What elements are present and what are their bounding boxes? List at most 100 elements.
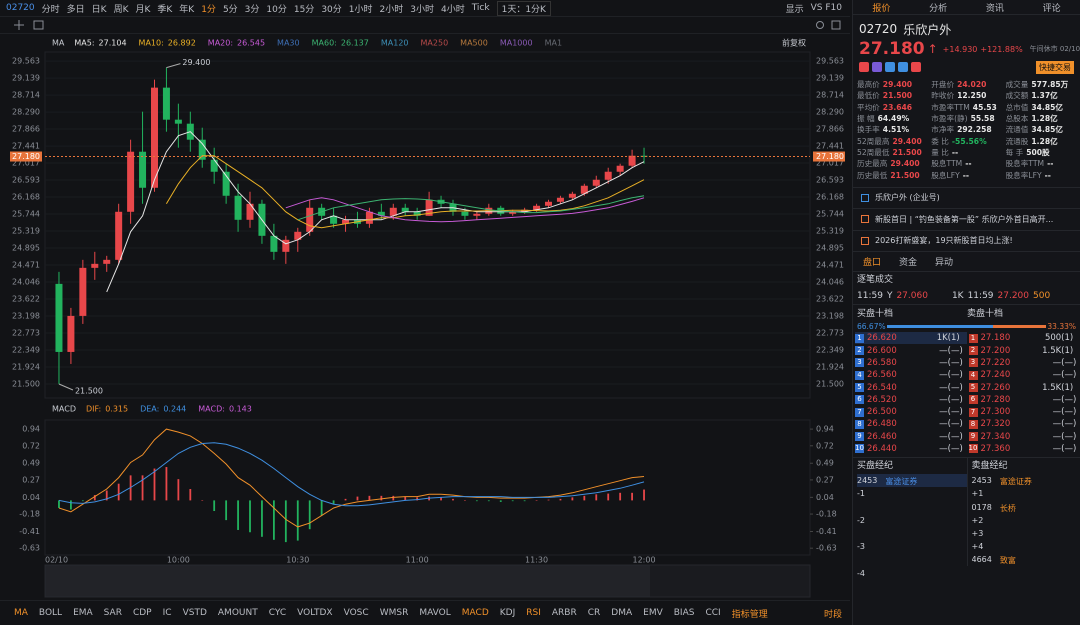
stat-label: 成交额: [1005, 91, 1029, 101]
period-select[interactable]: 1天：1分K: [496, 0, 551, 16]
candle-body: [616, 165, 624, 172]
period-tab[interactable]: 2小时: [379, 4, 404, 15]
y-tick-label-right: 29.563: [816, 57, 844, 66]
level-count: —): [1064, 370, 1077, 381]
indicator-tab[interactable]: ARBR: [551, 608, 577, 618]
indicator-tab[interactable]: BIAS: [673, 608, 695, 618]
indicator-manage[interactable]: 指标管理: [731, 609, 768, 620]
stat-cell: 昨收价 12.250: [931, 90, 1005, 101]
low-label: 21.500: [75, 386, 103, 395]
period-tab[interactable]: 月K: [135, 4, 151, 15]
stat-value: 64.49%: [877, 114, 910, 124]
expand-icon[interactable]: [831, 20, 841, 30]
indicator-tab[interactable]: SAR: [103, 608, 122, 618]
legend-name: MA30: [277, 39, 300, 48]
period-tab[interactable]: Tick: [471, 3, 490, 13]
indicator-tab[interactable]: WMSR: [379, 608, 409, 618]
indicator-tab[interactable]: CR: [587, 608, 601, 618]
period-tab[interactable]: 多日: [66, 4, 85, 15]
period-tab[interactable]: 分时: [41, 4, 60, 15]
bid-title: 买盘十档: [857, 309, 894, 320]
y-tick-label-right: 26.593: [816, 176, 844, 185]
period-tab[interactable]: 季K: [157, 4, 173, 15]
session[interactable]: 时段: [823, 609, 842, 620]
ratio-bar: [887, 324, 1046, 328]
indicator-tab[interactable]: EMV: [643, 608, 663, 618]
news-row[interactable]: 乐欣户外 (企业号): [853, 188, 1080, 210]
sub-tab[interactable]: 资金: [899, 258, 918, 269]
indicator-tab[interactable]: VOLTDX: [297, 608, 333, 618]
stat-value: 292.258: [957, 125, 992, 135]
candle-body: [210, 159, 218, 172]
indicator-tab[interactable]: CDP: [132, 608, 152, 618]
indicator-tab[interactable]: VSTD: [182, 608, 207, 618]
indicator-tab[interactable]: VOSC: [343, 608, 369, 618]
level-volume: —(: [939, 357, 951, 368]
panel-tab[interactable]: 评论: [1042, 3, 1061, 14]
period-tab[interactable]: 10分: [266, 4, 287, 15]
quick-trade[interactable]: 快捷交易: [1036, 60, 1074, 74]
period-tab[interactable]: 15分: [293, 4, 315, 15]
stat-value: 21.500: [890, 170, 920, 180]
stat-label: 市盈率TTM: [931, 102, 970, 112]
stat-label: 昨收价: [931, 91, 955, 101]
panel-tab[interactable]: 报价: [872, 3, 891, 14]
candle-body: [473, 213, 481, 216]
level: 5: [855, 383, 864, 392]
panel-tab[interactable]: 资讯: [985, 3, 1004, 14]
news-row[interactable]: 新股首日 | “钓鱼装备第一股” 乐欣户外首日高开...: [853, 209, 1080, 231]
news-row[interactable]: 2026打新盛宴，19只新股首日均上涨!: [853, 231, 1080, 253]
period-tab[interactable]: 年K: [179, 4, 195, 15]
period-tab[interactable]: 周K: [113, 4, 129, 15]
stat-value: --: [962, 170, 970, 180]
broker-id: -4: [857, 568, 865, 578]
y-tick-label: 28.714: [12, 91, 40, 100]
indicator-tab[interactable]: CCI: [705, 608, 721, 618]
indicator-tab[interactable]: EMA: [73, 608, 93, 618]
period-tab[interactable]: 1分: [201, 4, 216, 15]
sub-tab[interactable]: 异动: [935, 258, 954, 269]
level-price: 27.180: [980, 333, 1011, 344]
indicator-tab[interactable]: IC: [162, 608, 172, 618]
settings-icon[interactable]: [816, 21, 824, 29]
period-tab[interactable]: 3小时: [410, 4, 434, 15]
level-volume: 1.5K(: [1042, 382, 1065, 393]
sub-tab[interactable]: 盘口: [863, 258, 882, 269]
period-tab[interactable]: 1小时: [348, 4, 373, 15]
y-tick-label-right: 26.168: [816, 193, 844, 202]
ask-brokers: 卖盘经纪 2453 富途证券 +1 0178 长桥 +2 +3 +4 4664 致富: [966, 458, 1080, 567]
indicator-tab[interactable]: BOLL: [38, 608, 63, 618]
indicator-tab[interactable]: AMOUNT: [217, 608, 258, 618]
y-tick-label-right: 25.319: [816, 227, 844, 236]
y-tick-label: -0.41: [19, 527, 40, 536]
candle-body: [103, 259, 111, 264]
stat-label: 开盘价: [931, 80, 955, 90]
candle-body: [640, 155, 648, 157]
chart: 29.563 29.563 29.139 29.139 28.714 28.714 28.2…: [10, 38, 845, 598]
legend-name: DIF:: [86, 405, 101, 414]
indicator-tab[interactable]: KDJ: [499, 608, 516, 618]
period-tab[interactable]: 30分: [321, 4, 342, 15]
period-tab[interactable]: 3分: [244, 4, 260, 15]
period-tab[interactable]: 5分: [222, 4, 238, 15]
stat-label: 每 手: [1005, 147, 1024, 157]
stat-cell: 市净率 292.258: [931, 124, 1005, 135]
indicator-tab[interactable]: DMA: [611, 608, 633, 618]
indicator-tab[interactable]: MACD: [461, 608, 489, 618]
vs-f10[interactable]: VS F10: [810, 3, 842, 13]
macd-bar: [225, 500, 228, 521]
move-icon[interactable]: [14, 20, 24, 30]
stat-cell: 流通值 34.85亿: [1006, 124, 1076, 135]
indicator-tab[interactable]: MA: [14, 608, 28, 618]
indicator-tab[interactable]: CYC: [268, 608, 287, 618]
period-tab[interactable]: 4小时: [440, 4, 465, 15]
book-row: 7 26.500 —(—): [855, 406, 967, 418]
y-tick-label: 22.773: [12, 329, 40, 338]
panel-tab[interactable]: 分析: [929, 3, 948, 14]
indicator-name: MA: [52, 39, 65, 48]
display-menu[interactable]: 显示: [785, 4, 804, 15]
period-tab[interactable]: 日K: [91, 4, 107, 15]
indicator-tab[interactable]: RSI: [526, 608, 541, 618]
layout-icon[interactable]: [33, 20, 44, 30]
indicator-tab[interactable]: MAVOL: [419, 608, 451, 618]
